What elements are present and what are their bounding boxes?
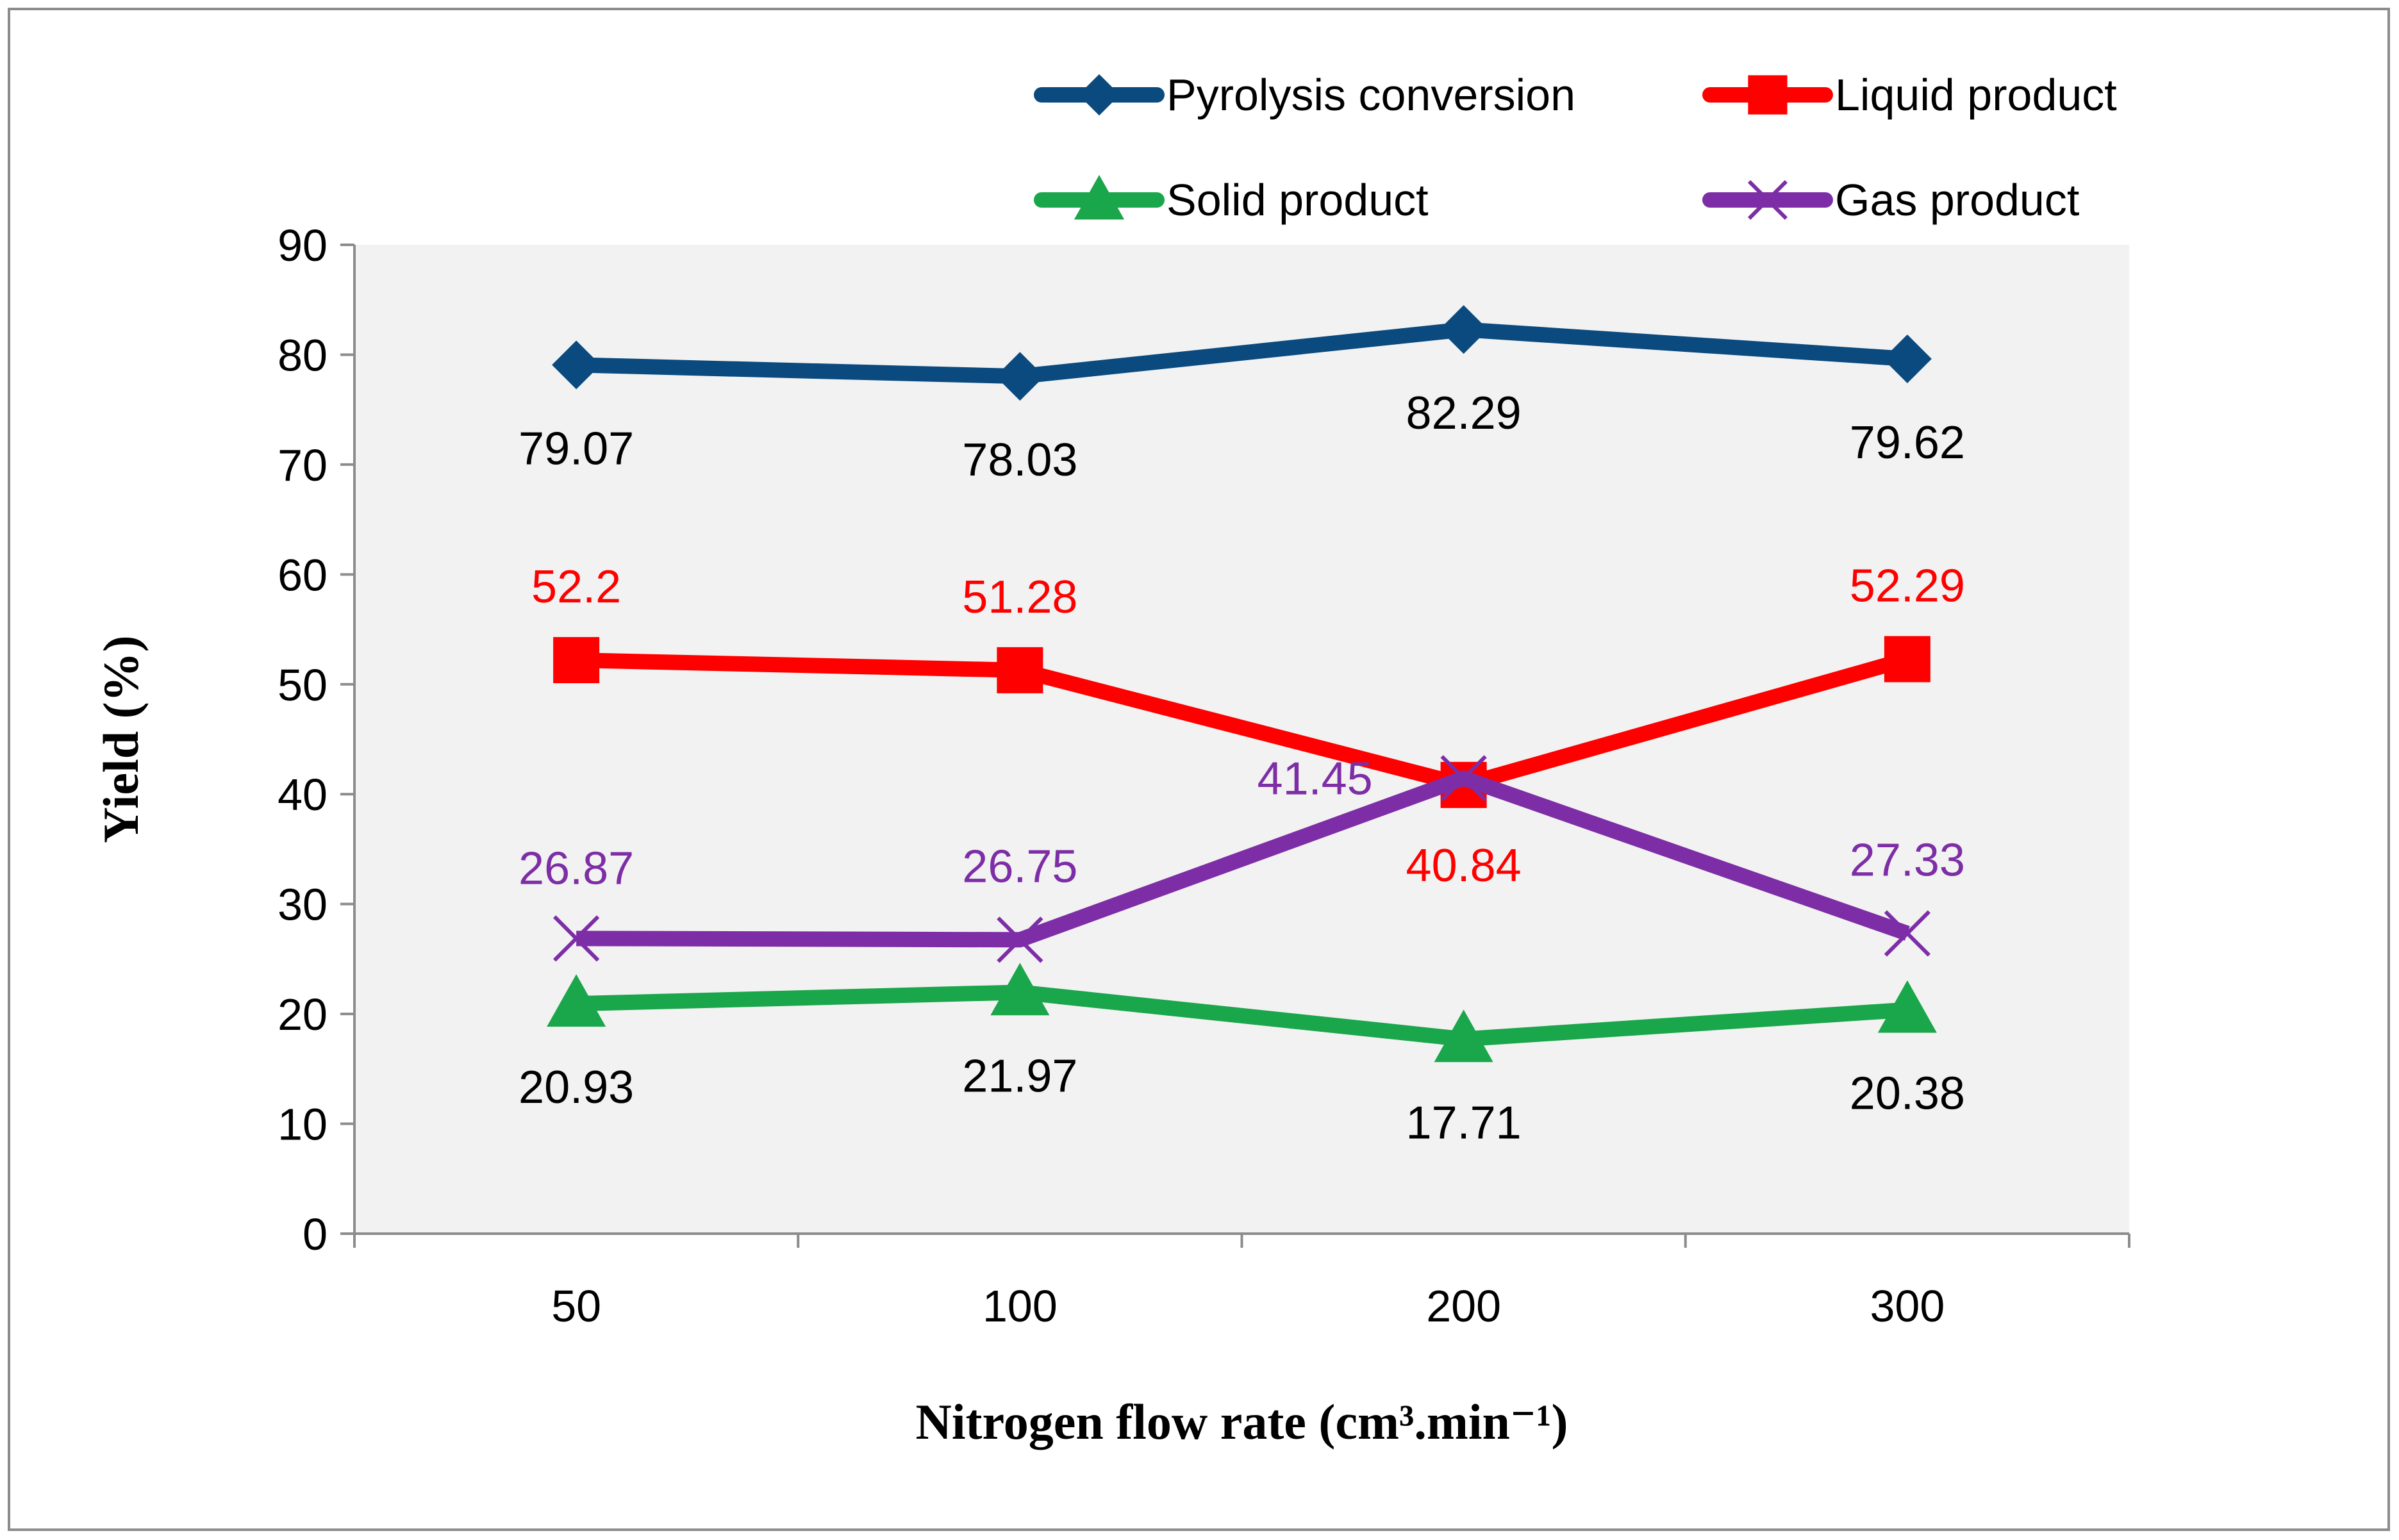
y-tick-label: 10 — [278, 1100, 328, 1150]
data-point — [1877, 980, 1937, 1033]
series-line — [576, 984, 1908, 1047]
marker-stroke — [1440, 755, 1487, 802]
data-label: 78.03 — [962, 435, 1077, 486]
marker-stroke — [553, 915, 600, 962]
series-layer — [547, 305, 1937, 1063]
legend-marker — [1747, 179, 1788, 220]
data-label: 17.71 — [1406, 1097, 1522, 1148]
y-tick-label: 80 — [278, 330, 328, 380]
marker-stroke — [1884, 910, 1930, 957]
legend: Pyrolysis conversion Liquid product Solid … — [1034, 70, 2117, 225]
y-tick-label: 60 — [278, 550, 328, 600]
x-axis-title: Nitrogen flow rate (cm³.min⁻¹) — [916, 1394, 1568, 1450]
series-solid-product — [547, 963, 1937, 1063]
data-label: 20.93 — [519, 1062, 634, 1113]
x-tick-label: 50 — [551, 1281, 601, 1331]
plot-area — [354, 245, 2129, 1234]
data-point — [997, 647, 1043, 693]
data-label: 21.97 — [962, 1050, 1077, 1102]
legend-label: Solid product — [1166, 175, 1429, 225]
data-point — [997, 916, 1043, 963]
marker-stroke — [997, 916, 1043, 963]
y-tick-label: 40 — [278, 770, 328, 820]
data-label: 27.33 — [1850, 834, 1965, 886]
data-point — [1440, 755, 1487, 802]
y-axis-title: Yield (%) — [93, 635, 149, 843]
data-point — [1439, 305, 1488, 354]
data-label: 79.07 — [519, 423, 634, 474]
legend-marker — [1748, 75, 1788, 115]
data-point — [1882, 334, 1932, 383]
x-tick-label: 300 — [1870, 1281, 1945, 1331]
data-point — [1884, 636, 1930, 683]
y-tick-label: 50 — [278, 660, 328, 710]
data-point — [1884, 910, 1930, 957]
data-point — [990, 963, 1050, 1016]
series-line — [576, 770, 1910, 948]
data-label: 20.38 — [1850, 1068, 1965, 1120]
data-label: 82.29 — [1406, 388, 1522, 439]
data-point — [552, 340, 601, 390]
legend-label: Gas product — [1835, 175, 2079, 225]
y-tick-label: 90 — [278, 220, 328, 270]
legend-item: Gas product — [1702, 175, 2079, 225]
legend-item: Solid product — [1034, 174, 1429, 225]
series-line — [576, 651, 1910, 793]
legend-marker — [1074, 174, 1125, 220]
data-label: 26.87 — [519, 843, 634, 894]
series-line — [576, 322, 1908, 385]
data-label: 79.62 — [1850, 417, 1965, 468]
data-point — [1434, 1009, 1493, 1063]
y-tick-label: 30 — [278, 880, 328, 930]
data-label: 52.2 — [531, 561, 621, 613]
legend-item: Liquid product — [1702, 70, 2117, 120]
data-label: 51.28 — [962, 572, 1077, 623]
data-point — [553, 915, 600, 962]
data-labels: 79.07 78.03 82.29 79.62 52.2 51.28 40.84 52.29 2… — [519, 388, 1965, 1148]
legend-label: Liquid product — [1835, 70, 2117, 120]
y-tick-label: 70 — [278, 440, 328, 490]
data-point — [995, 352, 1045, 401]
legend-label: Pyrolysis conversion — [1166, 70, 1575, 120]
data-point — [553, 637, 600, 684]
data-label: 41.45 — [1258, 753, 1373, 804]
data-label: 26.75 — [962, 841, 1077, 892]
data-label: 52.29 — [1850, 561, 1965, 612]
series-gas-product — [553, 755, 1930, 963]
data-point — [547, 974, 606, 1027]
axes: 0 10 20 30 40 50 60 70 80 90 50 100 200 300 — [278, 220, 2130, 1331]
y-tick-label: 20 — [278, 989, 328, 1039]
marker-stroke — [1747, 179, 1788, 220]
x-tick-label: 100 — [983, 1281, 1058, 1331]
y-tick-label: 0 — [303, 1209, 328, 1259]
data-label: 40.84 — [1406, 840, 1522, 891]
legend-marker — [1078, 74, 1120, 116]
legend-item: Pyrolysis conversion — [1034, 70, 1575, 120]
x-tick-label: 200 — [1426, 1281, 1501, 1331]
series-pyrolysis-conversion — [552, 305, 1932, 401]
